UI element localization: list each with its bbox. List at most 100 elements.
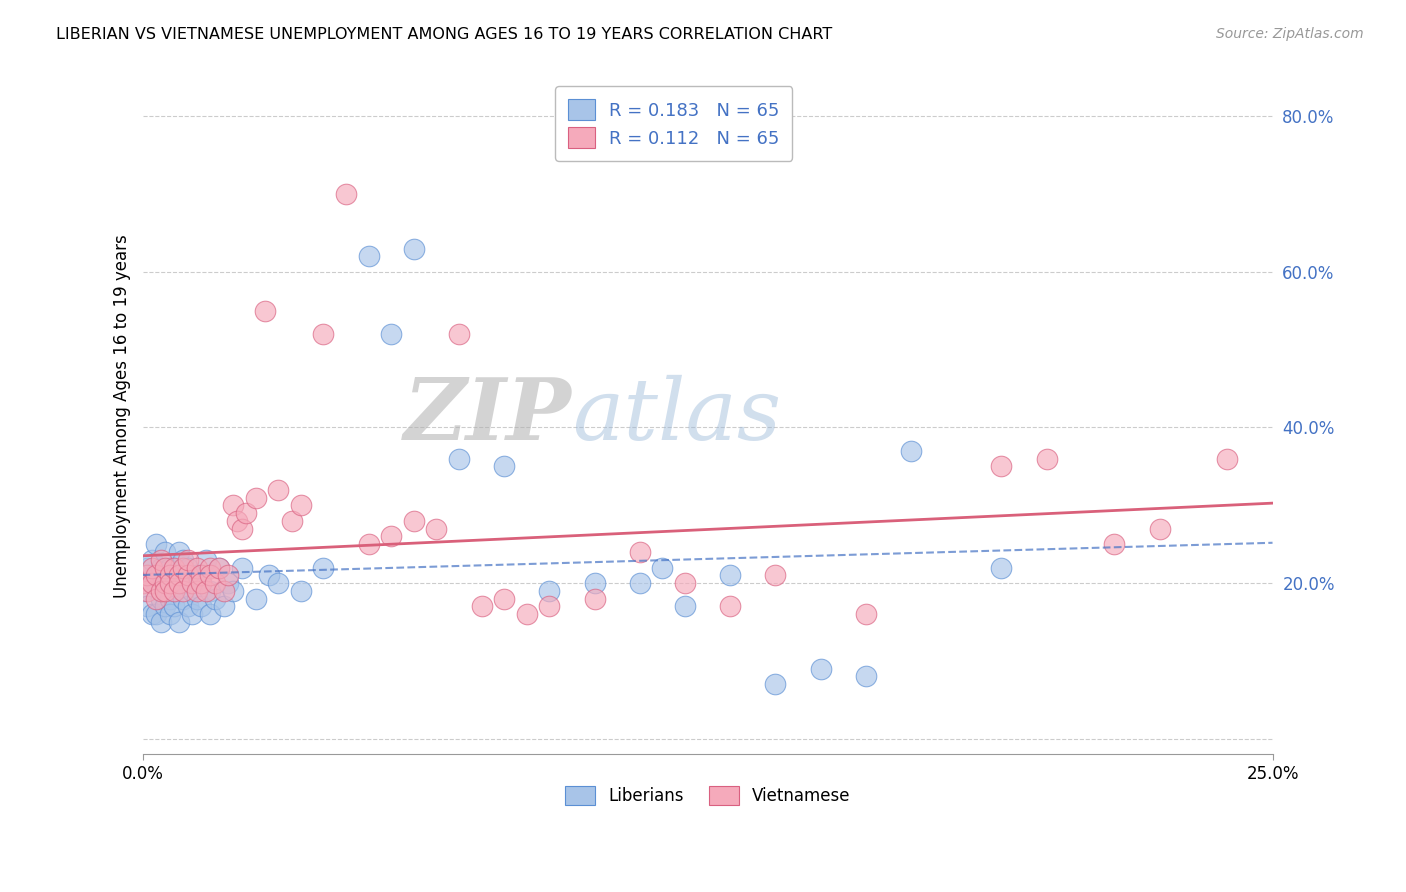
Point bbox=[159, 607, 181, 622]
Point bbox=[222, 583, 245, 598]
Point bbox=[204, 576, 226, 591]
Point bbox=[357, 249, 380, 263]
Point bbox=[494, 591, 516, 606]
Point bbox=[673, 599, 696, 614]
Point bbox=[212, 583, 235, 598]
Point bbox=[231, 522, 253, 536]
Point bbox=[335, 187, 357, 202]
Point bbox=[763, 568, 786, 582]
Point bbox=[149, 615, 172, 629]
Point bbox=[172, 583, 194, 598]
Point bbox=[159, 560, 181, 574]
Point bbox=[267, 576, 290, 591]
Point bbox=[153, 599, 176, 614]
Point bbox=[470, 599, 492, 614]
Text: LIBERIAN VS VIETNAMESE UNEMPLOYMENT AMONG AGES 16 TO 19 YEARS CORRELATION CHART: LIBERIAN VS VIETNAMESE UNEMPLOYMENT AMON… bbox=[56, 27, 832, 42]
Point bbox=[149, 583, 172, 598]
Text: Source: ZipAtlas.com: Source: ZipAtlas.com bbox=[1216, 27, 1364, 41]
Point bbox=[145, 576, 167, 591]
Point bbox=[153, 560, 176, 574]
Point bbox=[186, 560, 208, 574]
Point bbox=[425, 522, 447, 536]
Point bbox=[855, 669, 877, 683]
Point bbox=[245, 591, 267, 606]
Point bbox=[990, 459, 1012, 474]
Point bbox=[651, 560, 673, 574]
Point bbox=[194, 553, 217, 567]
Point bbox=[380, 529, 402, 543]
Legend: Liberians, Vietnamese: Liberians, Vietnamese bbox=[557, 778, 859, 814]
Point bbox=[628, 545, 651, 559]
Point bbox=[1149, 522, 1171, 536]
Point bbox=[222, 498, 245, 512]
Point bbox=[159, 576, 181, 591]
Point bbox=[280, 514, 302, 528]
Point bbox=[141, 560, 163, 574]
Point bbox=[149, 560, 172, 574]
Point bbox=[718, 599, 741, 614]
Point bbox=[145, 591, 167, 606]
Point bbox=[673, 576, 696, 591]
Point bbox=[312, 560, 335, 574]
Point bbox=[163, 599, 186, 614]
Point bbox=[172, 553, 194, 567]
Point bbox=[163, 560, 186, 574]
Point bbox=[163, 560, 186, 574]
Point bbox=[159, 591, 181, 606]
Point bbox=[212, 599, 235, 614]
Point bbox=[447, 451, 470, 466]
Point bbox=[172, 576, 194, 591]
Point bbox=[990, 560, 1012, 574]
Point bbox=[231, 560, 253, 574]
Point bbox=[538, 583, 561, 598]
Point bbox=[172, 591, 194, 606]
Point bbox=[900, 443, 922, 458]
Point bbox=[208, 560, 231, 574]
Point bbox=[181, 607, 204, 622]
Point bbox=[447, 327, 470, 342]
Y-axis label: Unemployment Among Ages 16 to 19 years: Unemployment Among Ages 16 to 19 years bbox=[114, 234, 131, 598]
Point bbox=[149, 553, 172, 567]
Point bbox=[136, 560, 159, 574]
Point bbox=[131, 583, 153, 598]
Point bbox=[312, 327, 335, 342]
Point bbox=[217, 568, 239, 582]
Point bbox=[583, 576, 606, 591]
Point bbox=[172, 560, 194, 574]
Point bbox=[136, 583, 159, 598]
Point bbox=[149, 591, 172, 606]
Point bbox=[402, 242, 425, 256]
Point bbox=[177, 560, 200, 574]
Point bbox=[177, 599, 200, 614]
Point bbox=[177, 553, 200, 567]
Point bbox=[167, 615, 190, 629]
Point bbox=[141, 607, 163, 622]
Point bbox=[357, 537, 380, 551]
Point bbox=[200, 583, 222, 598]
Point bbox=[200, 568, 222, 582]
Point bbox=[290, 583, 312, 598]
Point bbox=[1216, 451, 1239, 466]
Point bbox=[186, 583, 208, 598]
Point bbox=[1104, 537, 1126, 551]
Point bbox=[200, 560, 222, 574]
Point bbox=[141, 576, 163, 591]
Point bbox=[190, 576, 212, 591]
Point bbox=[186, 591, 208, 606]
Point bbox=[163, 583, 186, 598]
Point bbox=[494, 459, 516, 474]
Point bbox=[380, 327, 402, 342]
Point bbox=[245, 491, 267, 505]
Point bbox=[131, 576, 153, 591]
Point bbox=[163, 583, 186, 598]
Point bbox=[208, 560, 231, 574]
Point bbox=[136, 599, 159, 614]
Point bbox=[136, 568, 159, 582]
Point bbox=[153, 583, 176, 598]
Point bbox=[763, 677, 786, 691]
Point bbox=[402, 514, 425, 528]
Point bbox=[167, 545, 190, 559]
Point bbox=[141, 553, 163, 567]
Point bbox=[167, 568, 190, 582]
Point bbox=[141, 576, 163, 591]
